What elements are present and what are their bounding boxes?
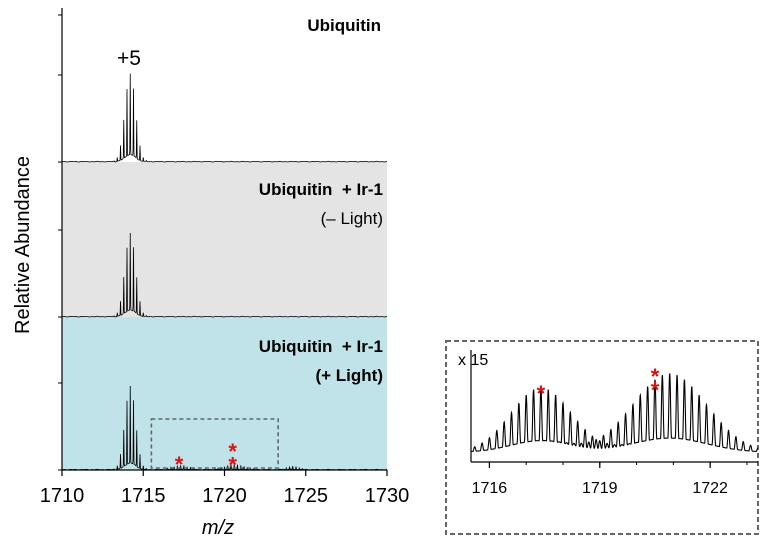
inset-markers: ***	[537, 364, 660, 406]
x-tick-label: 1725	[284, 485, 329, 507]
inset-spectrum-trace	[470, 373, 759, 453]
panel-background-ir1-light	[62, 317, 387, 470]
spectrum-trace-ir1-light	[61, 385, 388, 471]
red-asterisk-marker: *	[228, 439, 237, 464]
x-tick-label: 1730	[365, 485, 410, 507]
y-axis-ticks	[58, 14, 62, 471]
x-tick-label: 1720	[202, 485, 247, 507]
x-axis-label: m/z	[202, 517, 234, 539]
charge-state-label: +5	[117, 47, 141, 70]
inset-x-axis-ticks: 1716 1719 1722	[472, 462, 748, 497]
panel3-subtitle: (+ Light)	[315, 366, 383, 385]
y-axis-label: Relative Abundance	[12, 156, 34, 334]
x-tick-label: 1710	[40, 485, 85, 507]
zoom-region-box	[150, 418, 279, 469]
panel2-subtitle: (– Light)	[321, 209, 383, 228]
panel3-markers: ***	[175, 439, 238, 478]
x-tick-label: 1715	[121, 485, 166, 507]
panel-background-ubiquitin	[62, 8, 387, 162]
red-asterisk-marker: *	[537, 381, 546, 406]
inset-magnification: x 15	[458, 352, 488, 369]
x-axis-ticks: 1710 1715 1720 1725 1730	[40, 470, 410, 507]
red-asterisk-marker: *	[651, 378, 660, 403]
panel3-title: Ubiquitin + Ir-1	[259, 337, 383, 356]
red-asterisk-marker: *	[228, 453, 237, 478]
panel1-title: Ubiquitin	[307, 16, 381, 35]
red-asterisk-marker: *	[651, 364, 660, 389]
panel2-title: Ubiquitin + Ir-1	[259, 180, 383, 199]
red-asterisk-marker: *	[175, 452, 184, 477]
inset-frame	[445, 340, 759, 535]
inset-x-tick-label: 1722	[692, 480, 728, 497]
spectrum-trace-ubiquitin	[61, 73, 388, 163]
inset-x-tick-label: 1716	[472, 480, 508, 497]
panel-background-ir1-dark	[62, 162, 387, 317]
inset-x-tick-label: 1719	[582, 480, 618, 497]
spectrum-trace-ir1-dark	[61, 232, 388, 318]
